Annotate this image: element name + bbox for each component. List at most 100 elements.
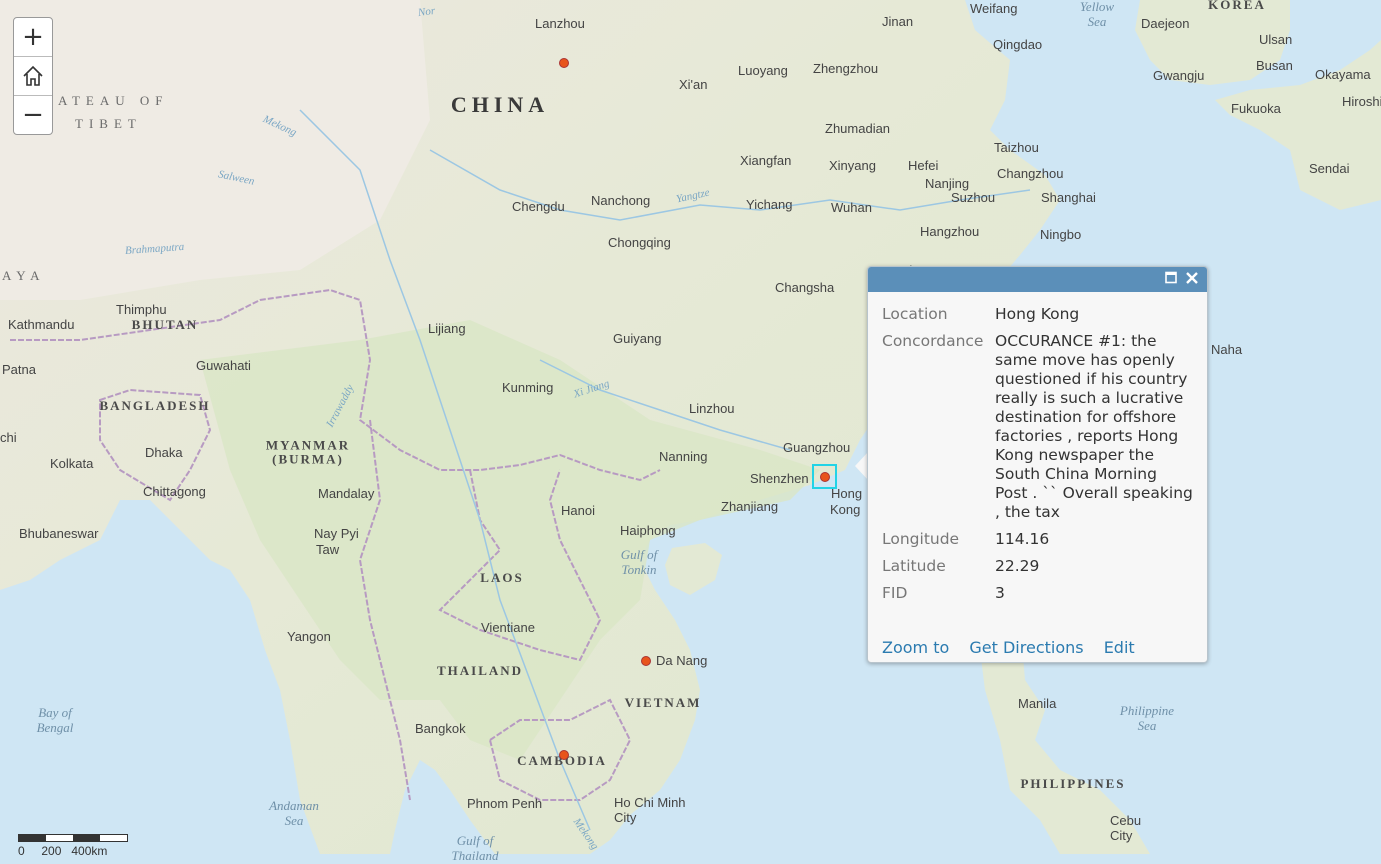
city-label: Nay Pyi: [314, 526, 359, 541]
city-label: Xi'an: [679, 77, 708, 92]
feature-marker[interactable]: [559, 58, 569, 68]
feature-marker[interactable]: [641, 656, 651, 666]
field-value: 22.29: [995, 557, 1040, 575]
minus-icon: −: [22, 100, 44, 130]
river-yangtze: [429, 149, 1031, 221]
selection-highlight: [812, 464, 837, 489]
field-row: Longitude 114.16: [882, 530, 1193, 549]
city-label: Taw: [316, 542, 340, 557]
field-value: Hong Kong: [995, 305, 1080, 323]
city-label: Zhumadian: [825, 121, 891, 136]
city-label: Patna: [2, 362, 36, 377]
city-label: Xiangfan: [740, 153, 792, 168]
city-label: Guiyang: [613, 331, 662, 346]
country-label: BANGLADESH: [99, 397, 211, 413]
land-philippines: [980, 610, 1150, 854]
city-label: Xinyang: [829, 158, 876, 173]
edit-link[interactable]: Edit: [1103, 638, 1135, 657]
city-label: Ningbo: [1040, 227, 1082, 242]
city-label: Wuhan: [831, 200, 872, 215]
field-row: Concordance OCCURANCE #1: the same move …: [882, 332, 1193, 522]
city-label: Taizhou: [994, 140, 1039, 155]
city-label: Chengdu: [512, 199, 565, 214]
city-label: Phnom Penh: [467, 796, 543, 811]
feature-marker[interactable]: [820, 472, 830, 482]
popup-body: Location Hong Kong Concordance OCCURANCE…: [868, 292, 1207, 603]
city-label: Guwahati: [196, 358, 251, 373]
scale-bar-graphic: [18, 834, 128, 842]
get-directions-link[interactable]: Get Directions: [969, 638, 1084, 657]
city-label: Da Nang: [656, 653, 708, 668]
city-label: Yangon: [287, 629, 331, 644]
region-label: TIBET: [75, 116, 142, 131]
maximize-icon[interactable]: [1165, 271, 1177, 284]
zoom-in-button[interactable]: +: [14, 18, 52, 57]
city-label: Vientiane: [481, 620, 535, 635]
close-icon[interactable]: [1185, 270, 1199, 286]
city-label: Lanzhou: [535, 16, 585, 31]
zoom-control: + −: [13, 17, 53, 135]
city-label: Busan: [1256, 58, 1293, 73]
field-row: Location Hong Kong: [882, 305, 1193, 324]
city-label: Nanchong: [591, 193, 651, 208]
city-label: Qingdao: [993, 37, 1043, 52]
city-label: Haiphong: [620, 523, 676, 538]
city-label: Luoyang: [738, 63, 788, 78]
city-label: Kong: [830, 502, 861, 517]
water-label: Bay of Bengal: [36, 705, 74, 735]
country-label: VIETNAM: [624, 694, 702, 710]
zoom-to-link[interactable]: Zoom to: [882, 638, 950, 657]
south-lowland: [200, 320, 820, 760]
water-label: Gulf of Tonkin: [620, 547, 658, 577]
city-label: City: [1110, 828, 1133, 843]
border-bangladesh: [99, 388, 212, 502]
country-label: MYANMAR (BURMA): [265, 437, 351, 467]
zoom-out-button[interactable]: −: [14, 96, 52, 134]
city-label: Nanjing: [925, 176, 970, 191]
city-label: Daejeon: [1141, 16, 1190, 31]
city-label: Zhanjiang: [721, 499, 779, 514]
city-label: Chittagong: [143, 484, 206, 499]
plateau: [0, 0, 430, 300]
city-label: Bangkok: [415, 721, 466, 736]
city-label: Cebu: [1110, 813, 1142, 828]
water-label: Yellow Sea: [1079, 0, 1115, 29]
scale-bar: 0 200 400km: [18, 834, 128, 858]
city-label: Kolkata: [50, 456, 94, 471]
city-label: Yichang: [746, 197, 793, 212]
land-japan: [1215, 40, 1381, 210]
city-label: Jinan: [882, 14, 914, 29]
city-label: Shenzhen: [750, 471, 809, 486]
city-label: Kunming: [502, 380, 554, 395]
city-label: Guangzhou: [783, 440, 851, 455]
river-xijiang: [539, 359, 791, 451]
city-label: Mandalay: [318, 486, 375, 501]
water-label: Andaman Sea: [269, 798, 319, 828]
plus-icon: +: [22, 22, 44, 52]
city-label: Okayama: [1315, 67, 1371, 82]
city-label: Changzhou: [997, 166, 1064, 181]
field-label: Concordance: [882, 332, 984, 350]
home-button[interactable]: [14, 57, 52, 96]
city-label: Ho Chi Minh: [614, 795, 686, 810]
field-label: Location: [882, 305, 948, 323]
feature-marker[interactable]: [559, 750, 569, 760]
city-label: Hangzhou: [920, 224, 980, 239]
city-label: chi: [0, 430, 17, 445]
land-korea: [1135, 0, 1290, 85]
water-label: Gulf of Thailand: [451, 833, 499, 863]
city-label: Naha: [1211, 342, 1243, 357]
city-label: Changsha: [775, 280, 835, 295]
river-label: Nor: [417, 4, 436, 20]
field-label: Longitude: [882, 530, 960, 548]
city-label: City: [614, 810, 637, 825]
popup-header: [868, 267, 1207, 292]
city-label: Hanoi: [561, 503, 595, 518]
city-label: Sendai: [1309, 161, 1350, 176]
city-label: Shanghai: [1041, 190, 1096, 205]
city-label: Chongqing: [608, 235, 671, 250]
city-label: Weifang: [970, 1, 1018, 16]
city-label: Kathmandu: [8, 317, 75, 332]
